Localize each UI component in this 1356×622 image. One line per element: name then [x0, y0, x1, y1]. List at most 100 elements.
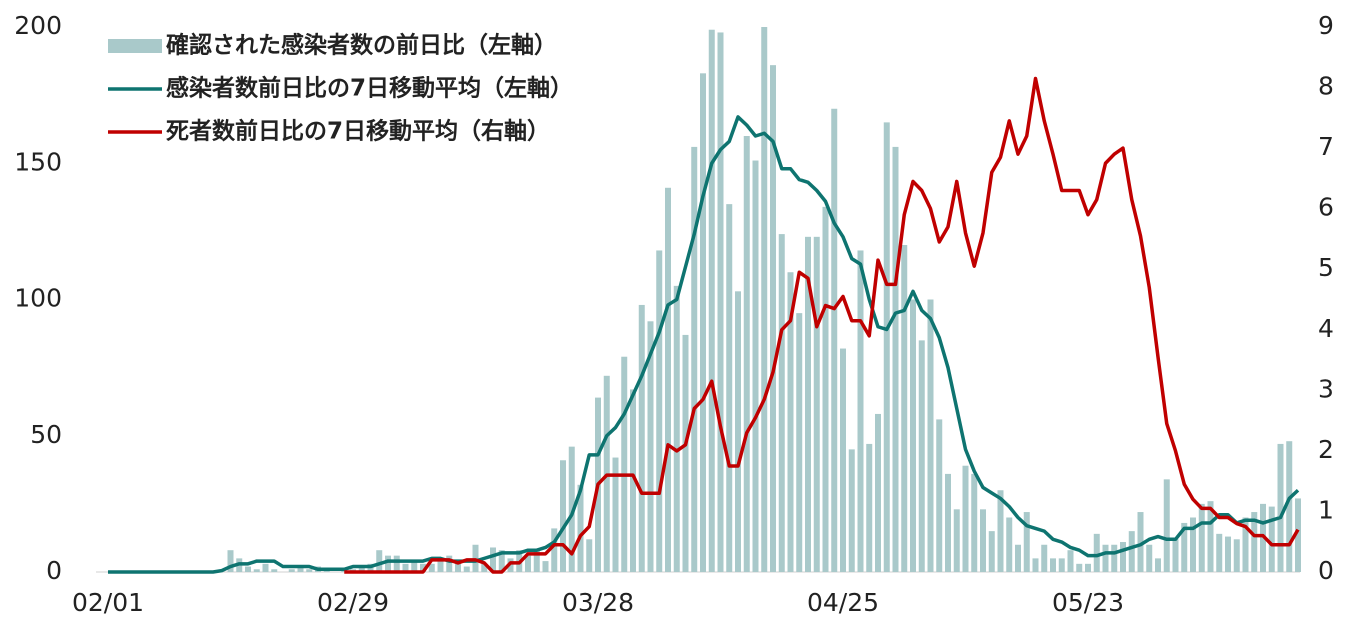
bar — [271, 569, 278, 572]
legend-swatch — [108, 39, 162, 53]
bar — [1041, 544, 1048, 572]
legend-label: 死者数前日比の7日移動平均（右軸） — [166, 118, 550, 145]
bar — [481, 563, 488, 572]
bar — [1067, 550, 1074, 572]
bar — [726, 204, 733, 572]
bar — [498, 550, 505, 572]
y2-tick-label: 9 — [1318, 11, 1334, 40]
bar — [1277, 443, 1284, 572]
bar — [875, 413, 881, 572]
bar — [402, 563, 409, 572]
bar — [691, 146, 698, 572]
bar — [761, 27, 768, 572]
bar — [1050, 558, 1056, 572]
line — [108, 115, 1300, 574]
bar — [1102, 544, 1109, 572]
bar — [647, 321, 654, 572]
bar — [455, 563, 461, 572]
bar — [1058, 558, 1065, 572]
y2-tick-label: 2 — [1318, 435, 1334, 464]
bar — [463, 566, 470, 572]
bar — [831, 108, 838, 572]
bar — [446, 555, 453, 572]
bar — [586, 539, 593, 572]
bar — [918, 340, 925, 572]
y2-tick-label: 8 — [1318, 72, 1334, 101]
x-tick-label: 03/28 — [562, 588, 634, 617]
bar — [1233, 539, 1240, 572]
y2-tick-label: 4 — [1318, 314, 1334, 343]
y2-tick-label: 3 — [1318, 374, 1334, 403]
bar — [1295, 498, 1301, 572]
bar — [1286, 441, 1293, 572]
bar — [420, 563, 426, 572]
legend-label: 確認された感染者数の前日比（左軸） — [166, 32, 557, 59]
bar — [770, 65, 776, 573]
bar — [297, 566, 304, 572]
bar — [1155, 558, 1161, 572]
bar — [988, 531, 995, 572]
x-tick-label: 05/23 — [1052, 588, 1124, 617]
y2-tick-label: 0 — [1318, 556, 1334, 585]
bar — [883, 122, 890, 572]
bar — [428, 563, 435, 572]
bar — [1190, 517, 1196, 572]
bar — [945, 473, 951, 572]
bar — [253, 569, 260, 572]
bar — [892, 146, 899, 572]
bar — [630, 389, 636, 572]
bar — [1163, 479, 1170, 572]
bar — [1242, 517, 1249, 572]
bar — [708, 29, 715, 573]
bar — [1111, 544, 1118, 572]
bar — [665, 187, 671, 572]
bar — [840, 348, 846, 572]
bar — [1216, 533, 1223, 572]
y-tick-label: 50 — [30, 420, 62, 449]
bar — [910, 299, 916, 572]
bar — [227, 550, 234, 572]
bar — [1137, 512, 1144, 572]
bar — [490, 547, 496, 572]
bar — [971, 473, 978, 572]
x-tick-label: 02/29 — [317, 588, 389, 617]
y-tick-label: 200 — [14, 11, 62, 40]
bar — [752, 160, 759, 572]
bar — [1023, 512, 1030, 572]
bar — [796, 313, 803, 572]
bar — [743, 136, 750, 572]
bar — [962, 465, 969, 572]
bar — [393, 555, 400, 572]
y-tick-label: 150 — [14, 147, 62, 176]
bar — [1128, 531, 1135, 572]
bar — [358, 566, 365, 572]
bar — [542, 561, 549, 572]
y-tick-label: 100 — [14, 284, 62, 313]
bar — [306, 569, 313, 572]
bar — [700, 73, 706, 572]
bar — [735, 291, 741, 572]
bar — [262, 563, 269, 572]
bar — [717, 32, 724, 572]
bar — [1076, 563, 1083, 572]
bar — [1085, 563, 1091, 572]
bar — [551, 528, 558, 572]
bar — [1268, 506, 1275, 572]
bar — [376, 550, 383, 572]
bar — [936, 419, 943, 572]
y2-tick-label: 5 — [1318, 253, 1334, 282]
bar — [1146, 544, 1153, 572]
bar — [525, 555, 531, 572]
bar — [673, 285, 680, 572]
bar — [656, 250, 663, 572]
bar — [1120, 542, 1126, 572]
bar — [1225, 536, 1231, 572]
bar — [901, 245, 908, 572]
bar — [857, 250, 864, 572]
bar — [822, 206, 829, 572]
bar — [1198, 503, 1205, 572]
bar — [1207, 501, 1214, 572]
bar — [787, 272, 794, 572]
bar — [1251, 512, 1258, 572]
